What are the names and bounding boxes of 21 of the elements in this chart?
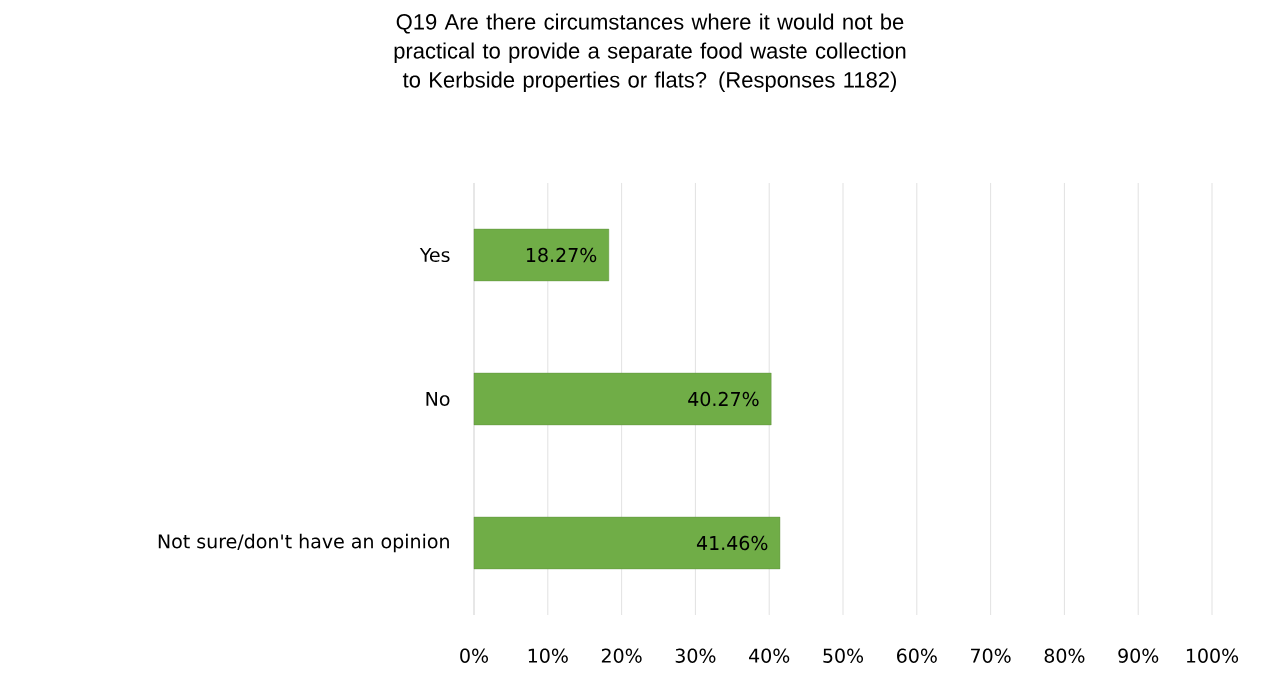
x-tick-label: 40% [749, 648, 790, 663]
x-tick-label: 70% [971, 648, 1011, 663]
chart-title: Q19 Are there circumstances where it would not be practical to provide a separate food waste collection to Kerbside properties or flats? (Responses 1182) [394, 13, 906, 93]
x-tick-label: 90% [1118, 648, 1159, 663]
x-tick-label: 60% [897, 648, 937, 663]
x-tick-label: 80% [1044, 648, 1085, 663]
bar [473, 372, 772, 426]
x-tick-label: 50% [823, 648, 864, 663]
data-label: 18.27% [526, 247, 597, 263]
x-tick-label: 100% [1186, 648, 1239, 663]
x-tick-label: 10% [528, 648, 568, 663]
data-label: 40.27% [688, 391, 759, 407]
y-tick-label: Yes [419, 247, 450, 263]
bar [473, 516, 781, 570]
x-tick-label: 20% [601, 648, 642, 663]
y-tick-label: Not sure/don't have an opinion [158, 533, 449, 553]
x-tick-label: 30% [675, 648, 716, 663]
data-label: 41.46% [696, 535, 768, 551]
x-tick-label: 0% [460, 648, 489, 663]
bar [473, 228, 610, 282]
y-tick-label: No [426, 391, 450, 407]
